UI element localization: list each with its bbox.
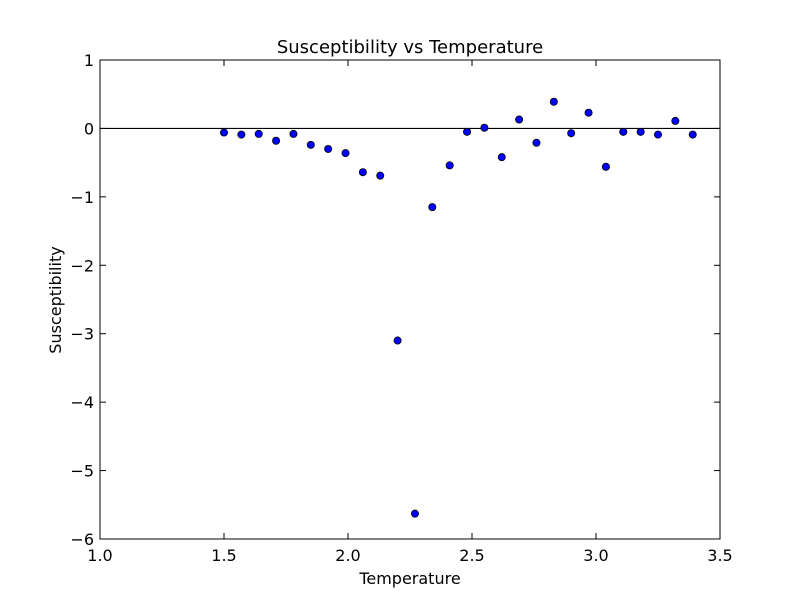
y-tick-label: 0 bbox=[84, 119, 94, 138]
y-tick-label: −2 bbox=[70, 256, 94, 275]
data-point bbox=[480, 123, 489, 132]
x-tick-label: 2.5 bbox=[459, 546, 484, 565]
x-tick-label: 3.0 bbox=[583, 546, 608, 565]
data-points bbox=[219, 97, 697, 518]
data-point bbox=[515, 115, 524, 124]
data-point bbox=[324, 144, 333, 153]
data-point bbox=[497, 153, 506, 162]
y-tick-label: 1 bbox=[84, 51, 94, 70]
data-point bbox=[532, 138, 541, 147]
x-tick-label: 2.0 bbox=[335, 546, 360, 565]
data-point bbox=[272, 136, 281, 145]
x-tick-label: 1.5 bbox=[211, 546, 236, 565]
data-point bbox=[601, 162, 610, 171]
data-point bbox=[445, 161, 454, 170]
chart-title: Susceptibility vs Temperature bbox=[277, 37, 543, 58]
y-tick-label: −5 bbox=[70, 462, 94, 481]
data-point bbox=[636, 127, 645, 136]
data-point bbox=[358, 168, 367, 177]
data-point bbox=[671, 116, 680, 125]
data-point bbox=[428, 203, 437, 212]
data-point bbox=[567, 129, 576, 138]
data-point bbox=[463, 127, 472, 136]
data-point bbox=[619, 127, 628, 136]
axis-ticks: 1.0 1.5 2.0 2.5 3.0 3.5 1 0 −1 −2 −3 −4 −5 −6 bbox=[70, 51, 732, 565]
data-point bbox=[410, 509, 419, 518]
y-tick-label: −1 bbox=[70, 188, 94, 207]
data-point bbox=[341, 149, 350, 158]
data-point bbox=[654, 130, 663, 139]
data-point bbox=[549, 97, 558, 106]
y-axis-label: Susceptibility bbox=[46, 246, 65, 353]
data-point bbox=[219, 128, 228, 137]
y-tick-label: −4 bbox=[70, 393, 94, 412]
data-point bbox=[584, 108, 593, 117]
data-point bbox=[306, 140, 315, 149]
data-point bbox=[376, 171, 385, 180]
data-point bbox=[688, 130, 697, 139]
data-point bbox=[289, 129, 298, 138]
x-tick-label: 1.0 bbox=[87, 546, 112, 565]
y-tick-label: −6 bbox=[70, 530, 94, 549]
x-axis-label: Temperature bbox=[358, 569, 460, 588]
x-tick-label: 3.5 bbox=[707, 546, 732, 565]
data-point bbox=[393, 336, 402, 345]
plot-area bbox=[99, 59, 721, 540]
y-tick-label: −3 bbox=[70, 325, 94, 344]
data-point bbox=[237, 130, 246, 139]
data-point bbox=[254, 129, 263, 138]
